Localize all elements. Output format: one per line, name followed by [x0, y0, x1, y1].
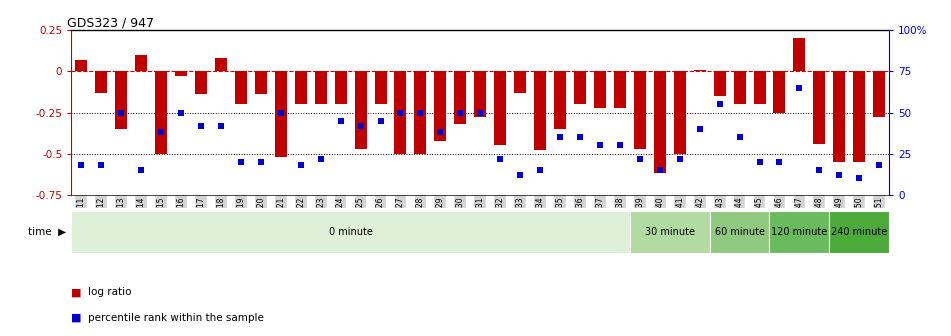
Bar	[335, 72, 346, 104]
Text: 120 minute: 120 minute	[771, 227, 827, 237]
Bar	[833, 72, 845, 162]
Text: GDS323 / 947: GDS323 / 947	[68, 16, 154, 29]
Bar	[255, 72, 267, 94]
Bar	[673, 72, 686, 154]
Bar	[415, 72, 426, 154]
Point	[453, 110, 468, 115]
Bar	[634, 72, 646, 149]
Bar	[693, 70, 706, 72]
Point	[792, 85, 807, 90]
Bar	[534, 72, 546, 151]
Bar	[275, 72, 287, 157]
Bar	[355, 72, 366, 149]
Bar	[175, 72, 187, 76]
Point	[493, 156, 508, 161]
Text: percentile rank within the sample: percentile rank within the sample	[88, 312, 264, 323]
Point	[832, 172, 847, 178]
Bar	[235, 72, 247, 104]
Point	[313, 156, 328, 161]
Bar	[195, 72, 207, 94]
Bar	[713, 72, 726, 96]
Point	[573, 134, 588, 140]
Bar	[455, 72, 466, 124]
Point	[632, 156, 648, 161]
Bar	[594, 72, 606, 108]
Point	[73, 163, 88, 168]
Point	[273, 110, 288, 115]
Point	[373, 118, 388, 123]
Point	[433, 130, 448, 135]
Bar	[853, 72, 865, 162]
Point	[852, 176, 867, 181]
Point	[592, 143, 608, 148]
Bar	[829, 211, 889, 253]
Bar	[155, 72, 167, 154]
Point	[473, 110, 488, 115]
Bar	[375, 72, 386, 104]
Bar	[435, 72, 446, 140]
Bar	[793, 38, 805, 72]
Bar	[71, 211, 630, 253]
Point	[193, 123, 208, 128]
Bar	[135, 55, 147, 72]
Point	[173, 110, 188, 115]
Point	[672, 156, 688, 161]
Text: ■: ■	[71, 287, 82, 297]
Bar	[653, 72, 666, 173]
Text: ■: ■	[71, 312, 82, 323]
Point	[413, 110, 428, 115]
Point	[533, 167, 548, 173]
Bar	[709, 211, 769, 253]
Point	[513, 172, 528, 178]
Bar	[733, 72, 746, 104]
Bar	[315, 72, 326, 104]
Bar	[475, 72, 486, 118]
Point	[213, 123, 228, 128]
Text: 240 minute: 240 minute	[831, 227, 887, 237]
Bar	[554, 72, 566, 129]
Text: time  ▶: time ▶	[29, 227, 67, 237]
Bar	[873, 72, 885, 118]
Bar	[753, 72, 766, 104]
Bar	[115, 72, 127, 129]
Bar	[630, 211, 709, 253]
Bar	[574, 72, 586, 104]
Text: log ratio: log ratio	[88, 287, 132, 297]
Bar	[75, 60, 87, 72]
Point	[812, 167, 827, 173]
Bar	[813, 72, 825, 144]
Bar	[95, 72, 107, 93]
Point	[553, 134, 568, 140]
Bar	[295, 72, 307, 104]
Point	[712, 101, 728, 107]
Point	[233, 159, 248, 165]
Point	[133, 167, 148, 173]
Point	[153, 130, 168, 135]
Point	[113, 110, 128, 115]
Point	[353, 123, 368, 128]
Bar	[769, 211, 829, 253]
Text: 60 minute: 60 minute	[714, 227, 765, 237]
Point	[692, 126, 708, 132]
Bar	[395, 72, 406, 154]
Point	[752, 159, 767, 165]
Point	[333, 118, 348, 123]
Text: 30 minute: 30 minute	[645, 227, 695, 237]
Point	[393, 110, 408, 115]
Bar	[215, 58, 227, 72]
Point	[872, 163, 887, 168]
Point	[253, 159, 268, 165]
Point	[612, 143, 628, 148]
Bar	[614, 72, 626, 108]
Point	[93, 163, 108, 168]
Bar	[495, 72, 506, 145]
Bar	[773, 72, 786, 113]
Bar	[514, 72, 526, 93]
Point	[772, 159, 787, 165]
Point	[293, 163, 308, 168]
Text: 0 minute: 0 minute	[329, 227, 373, 237]
Point	[652, 167, 668, 173]
Point	[732, 134, 747, 140]
